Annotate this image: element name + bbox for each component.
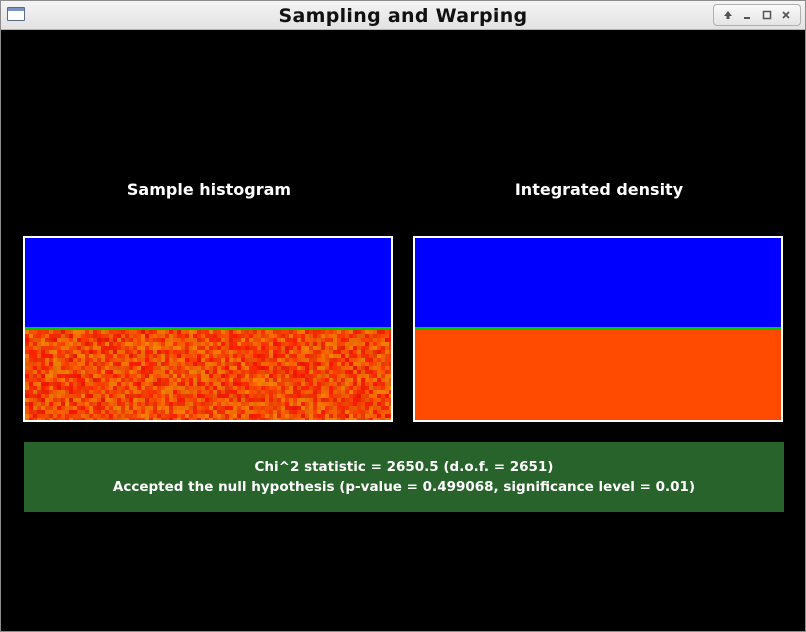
- maximize-icon[interactable]: [760, 8, 774, 22]
- separator-band: [25, 327, 391, 330]
- close-icon[interactable]: [779, 8, 793, 22]
- empty-region: [415, 238, 781, 327]
- window-title: Sampling and Warping: [278, 5, 528, 27]
- integrated-density-image: [415, 238, 781, 420]
- integrated-density-title: Integrated density: [514, 180, 684, 199]
- render-area: Sample histogram Integrated density Chi^…: [2, 30, 804, 630]
- sample-histogram-image: [25, 238, 391, 420]
- chi-square-result: Chi^2 statistic = 2650.5 (d.o.f. = 2651)…: [24, 442, 784, 512]
- window-icon[interactable]: [7, 7, 25, 21]
- shade-icon[interactable]: [721, 8, 735, 22]
- hypothesis-result: Accepted the null hypothesis (p-value = …: [112, 479, 696, 495]
- integrated-density-plot: [413, 236, 783, 422]
- density-region: [415, 330, 781, 420]
- window-controls: [713, 4, 801, 26]
- chi-square-statistic: Chi^2 statistic = 2650.5 (d.o.f. = 2651): [254, 459, 554, 475]
- sample-histogram-title: Sample histogram: [126, 180, 292, 199]
- sample-histogram-plot: [23, 236, 393, 422]
- empty-region: [25, 238, 391, 327]
- title-bar[interactable]: Sampling and Warping: [1, 1, 805, 30]
- separator-band: [415, 327, 781, 330]
- minimize-icon[interactable]: [740, 8, 754, 22]
- density-region: [25, 330, 391, 420]
